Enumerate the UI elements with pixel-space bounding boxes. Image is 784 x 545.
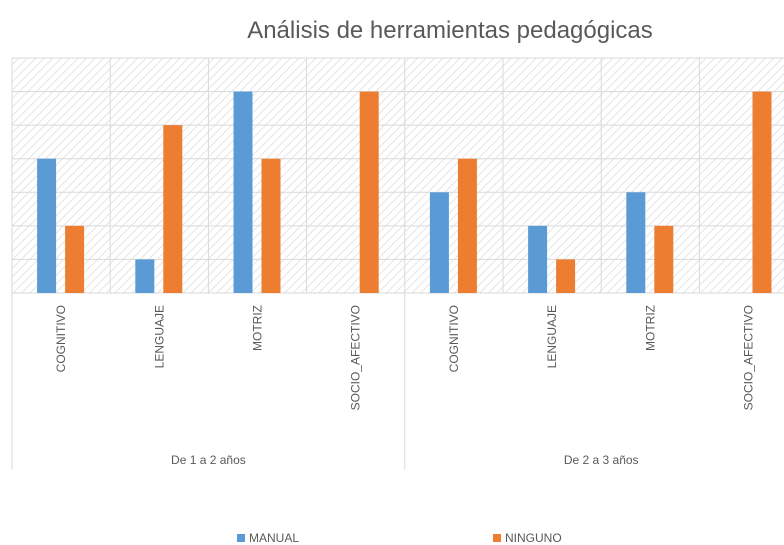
bar xyxy=(457,158,477,293)
chart-title: Análisis de herramientas pedagógicas xyxy=(247,17,653,44)
x-tick-label: LENGUAJE xyxy=(152,305,166,368)
bar xyxy=(163,125,183,294)
group-label: De 2 a 3 años xyxy=(564,453,639,467)
x-tick-label: SOCIO_AFECTIVO xyxy=(349,305,363,410)
x-tick-label: COGNITIVO xyxy=(54,305,68,372)
bar xyxy=(528,225,548,293)
bar xyxy=(359,91,379,293)
bar xyxy=(135,259,155,293)
legend-label: NINGUNO xyxy=(505,531,562,545)
x-tick-label: MOTRIZ xyxy=(251,305,265,351)
bar xyxy=(233,91,253,293)
x-tick-label: SOCIO_AFECTIVO xyxy=(742,305,756,410)
bar xyxy=(654,225,674,293)
bar xyxy=(429,192,449,293)
x-tick-label: COGNITIVO xyxy=(447,305,461,372)
legend-label: MANUAL xyxy=(249,531,299,545)
legend-swatch xyxy=(493,534,501,542)
x-tick-label: LENGUAJE xyxy=(545,305,559,368)
bar xyxy=(556,259,576,293)
bar xyxy=(37,158,57,293)
bar xyxy=(752,91,772,293)
bar xyxy=(65,225,85,293)
bar xyxy=(626,192,646,293)
group-label: De 1 a 2 años xyxy=(171,453,246,467)
x-tick-label: MOTRIZ xyxy=(643,305,657,351)
legend-swatch xyxy=(237,534,245,542)
bar xyxy=(261,158,281,293)
